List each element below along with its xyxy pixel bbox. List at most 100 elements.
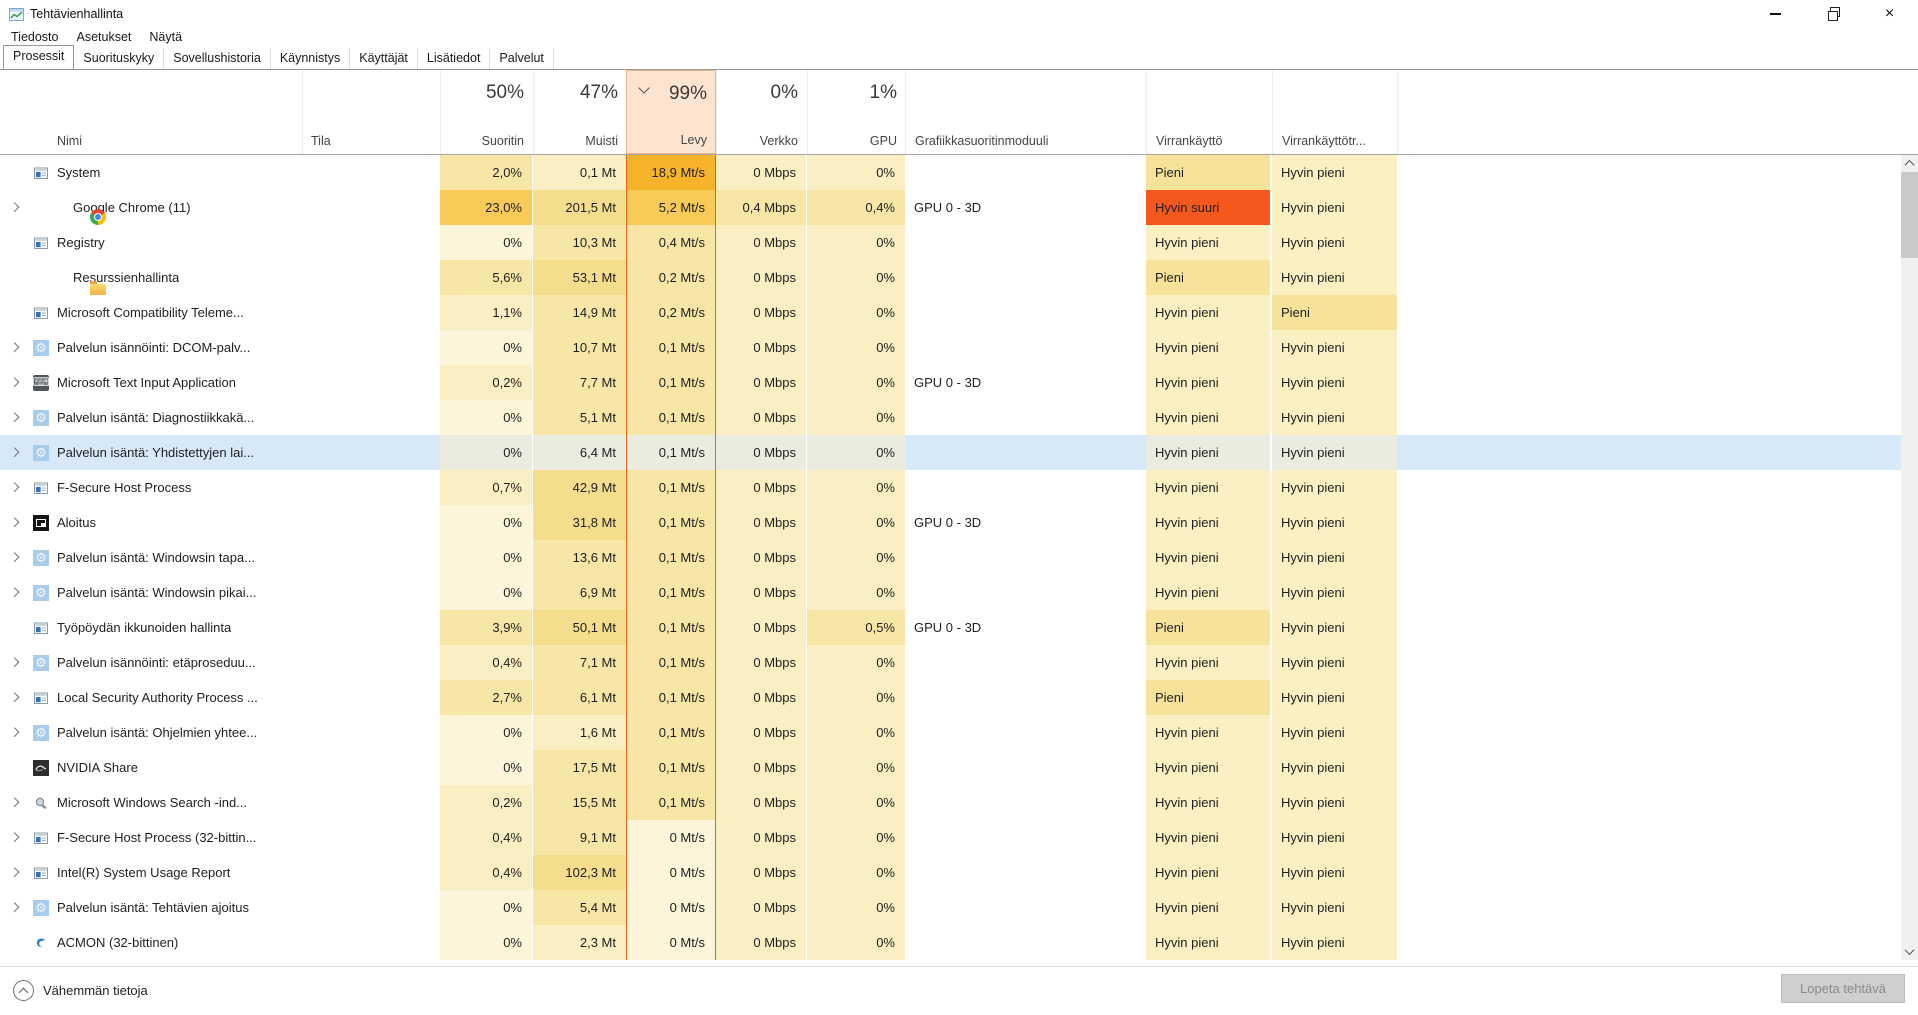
process-row[interactable]: Intel(R) System Usage Report 0,4% 102,3 Mt…: [0, 855, 1901, 890]
expand-chevron-icon[interactable]: [9, 726, 20, 737]
process-row[interactable]: NVIDIA Share 0% 17,5 Mt 0,1 Mt/s 0 Mbps 0% Hyv…: [0, 750, 1901, 785]
process-row[interactable]: Microsoft Windows Search -ind... 0,2% 15,5…: [0, 785, 1901, 820]
status-cell: [302, 435, 440, 470]
scroll-down-button[interactable]: [1901, 943, 1918, 960]
column-header-network[interactable]: 0% Verkko: [716, 70, 807, 154]
scrollbar-thumb[interactable]: [1901, 172, 1918, 258]
process-row[interactable]: Microsoft Compatibility Teleme... 1,1% 14,…: [0, 295, 1901, 330]
column-header-disk[interactable]: 99% Levy: [626, 70, 716, 154]
expand-chevron-icon[interactable]: [9, 481, 20, 492]
status-cell: [302, 610, 440, 645]
process-row[interactable]: ⚙ Palvelun isännöinti: etäproseduu... 0,4%…: [0, 645, 1901, 680]
process-row[interactable]: ⚙ Palvelun isäntä: Yhdistettyjen lai... 0%…: [0, 435, 1901, 470]
row-filler: [1397, 330, 1901, 365]
expand-chevron-icon[interactable]: [9, 376, 20, 387]
network-cell: 0,4 Mbps: [716, 190, 807, 225]
process-row[interactable]: Resurssienhallinta 5,6% 53,1 Mt 0,2 Mt/s 0 M…: [0, 260, 1901, 295]
restore-button[interactable]: [1804, 0, 1861, 28]
process-row[interactable]: Local Security Authority Process ... 2,7%…: [0, 680, 1901, 715]
column-header-gpu[interactable]: 1% GPU: [807, 70, 905, 154]
row-filler: [1397, 925, 1901, 960]
less-details-toggle[interactable]: Vähemmän tietoja: [13, 980, 148, 1001]
close-button[interactable]: ×: [1861, 0, 1918, 28]
expand-chevron-icon[interactable]: [9, 656, 20, 667]
tab-käyttäjät[interactable]: Käyttäjät: [350, 48, 418, 69]
column-label: Suoritin: [481, 134, 524, 148]
expand-chevron-icon[interactable]: [9, 866, 20, 877]
expand-chevron-icon[interactable]: [9, 411, 20, 422]
process-row[interactable]: F-Secure Host Process (32-bittin... 0,4% 9…: [0, 820, 1901, 855]
process-row[interactable]: ⚙ Palvelun isäntä: Windowsin tapa... 0% 13,…: [0, 540, 1901, 575]
scroll-up-button[interactable]: [1901, 155, 1918, 172]
tab-käynnistys[interactable]: Käynnistys: [271, 48, 351, 69]
column-header-gpu-engine[interactable]: Grafiikkasuoritinmoduuli: [905, 70, 1146, 154]
power-usage-cell: Hyvin suuri: [1146, 190, 1272, 225]
gpu-cell: 0,4%: [807, 190, 905, 225]
process-row[interactable]: ACMON (32-bittinen) 0% 2,3 Mt 0 Mt/s 0 Mbps 0…: [0, 925, 1901, 960]
expand-chevron-icon[interactable]: [9, 586, 20, 597]
column-header-memory[interactable]: 47% Muisti: [533, 70, 626, 154]
cpu-cell: 0%: [440, 435, 533, 470]
column-header-power-trend[interactable]: Virrankäyttötr...: [1272, 70, 1397, 154]
menu-item-näytä[interactable]: Näytä: [149, 30, 183, 44]
menu-item-tiedosto[interactable]: Tiedosto: [11, 30, 59, 44]
process-row[interactable]: ⚙ Palvelun isäntä: Ohjelmien yhtee... 0% 1,…: [0, 715, 1901, 750]
power-trend-cell: Hyvin pieni: [1272, 330, 1397, 365]
process-row[interactable]: Google Chrome (11) 23,0% 201,5 Mt 5,2 Mt/s 0…: [0, 190, 1901, 225]
expand-chevron-icon[interactable]: [9, 446, 20, 457]
column-header-name[interactable]: Nimi: [0, 70, 302, 154]
process-name: F-Secure Host Process (32-bittin...: [57, 830, 257, 845]
column-header-status[interactable]: Tila: [302, 70, 440, 154]
row-filler: [1397, 610, 1901, 645]
expand-chevron-icon[interactable]: [9, 831, 20, 842]
expand-chevron-icon[interactable]: [9, 341, 20, 352]
tab-prosessit[interactable]: Prosessit: [3, 45, 75, 70]
expand-chevron-icon[interactable]: [9, 516, 20, 527]
expand-chevron-icon[interactable]: [9, 201, 20, 212]
power-usage-cell: Hyvin pieni: [1146, 225, 1272, 260]
cpu-cell: 0%: [440, 540, 533, 575]
power-trend-cell: Hyvin pieni: [1272, 680, 1397, 715]
expand-chevron-icon[interactable]: [9, 551, 20, 562]
process-row[interactable]: F-Secure Host Process 0,7% 42,9 Mt 0,1 Mt/s…: [0, 470, 1901, 505]
column-label: Grafiikkasuoritinmoduuli: [915, 134, 1049, 148]
tab-lisätiedot[interactable]: Lisätiedot: [418, 48, 491, 69]
process-name-cell: ⌨ Microsoft Text Input Application: [0, 365, 302, 400]
column-header-power[interactable]: Virrankäyttö: [1146, 70, 1272, 154]
tab-palvelut[interactable]: Palvelut: [490, 48, 554, 69]
minimize-button[interactable]: [1747, 0, 1804, 28]
process-row[interactable]: ⚙ Palvelun isäntä: Tehtävien ajoitus 0% 5,4…: [0, 890, 1901, 925]
disk-cell: 0 Mt/s: [626, 890, 716, 925]
memory-cell: 7,1 Mt: [533, 645, 626, 680]
tab-suorituskyky[interactable]: Suorituskyky: [74, 48, 165, 69]
process-name: Microsoft Compatibility Teleme...: [57, 305, 244, 320]
process-name: Microsoft Windows Search -ind...: [57, 795, 248, 810]
process-row[interactable]: Registry 0% 10,3 Mt 0,4 Mt/s 0 Mbps 0% Hyvin p…: [0, 225, 1901, 260]
close-icon: ×: [1884, 5, 1895, 22]
process-row[interactable]: System 2,0% 0,1 Mt 18,9 Mt/s 0 Mbps 0% Pieni Hy…: [0, 155, 1901, 190]
expand-chevron-icon[interactable]: [9, 796, 20, 807]
memory-cell: 5,4 Mt: [533, 890, 626, 925]
row-filler: [1397, 505, 1901, 540]
process-row[interactable]: Työpöydän ikkunoiden hallinta 3,9% 50,1 Mt…: [0, 610, 1901, 645]
row-filler: [1397, 680, 1901, 715]
network-cell: 0 Mbps: [716, 855, 807, 890]
tab-sovellushistoria[interactable]: Sovellushistoria: [164, 48, 271, 69]
end-task-button[interactable]: Lopeta tehtävä: [1781, 974, 1905, 1003]
expand-chevron-icon[interactable]: [9, 901, 20, 912]
status-cell: [302, 925, 440, 960]
gpu-cell: 0%: [807, 260, 905, 295]
process-row[interactable]: ⚙ Palvelun isäntä: Diagnostiikkakä... 0% 5,…: [0, 400, 1901, 435]
cpu-cell: 0%: [440, 890, 533, 925]
process-row[interactable]: ⚙ Palvelun isäntä: Windowsin pikai... 0% 6,…: [0, 575, 1901, 610]
process-row[interactable]: ⚙ Palvelun isännöinti: DCOM-palv... 0% 10,7…: [0, 330, 1901, 365]
expand-chevron-icon[interactable]: [9, 691, 20, 702]
chevron-up-icon: [1904, 159, 1915, 170]
column-header-cpu[interactable]: 50% Suoritin: [440, 70, 533, 154]
menu-item-asetukset[interactable]: Asetukset: [76, 30, 132, 44]
process-name: Palvelun isäntä: Windowsin pikai...: [57, 585, 257, 600]
process-row[interactable]: Aloitus 0% 31,8 Mt 0,1 Mt/s 0 Mbps 0% GPU 0 - …: [0, 505, 1901, 540]
status-cell: [302, 680, 440, 715]
process-row[interactable]: ⌨ Microsoft Text Input Application 0,2% 7,7…: [0, 365, 1901, 400]
vertical-scrollbar[interactable]: [1901, 155, 1918, 960]
